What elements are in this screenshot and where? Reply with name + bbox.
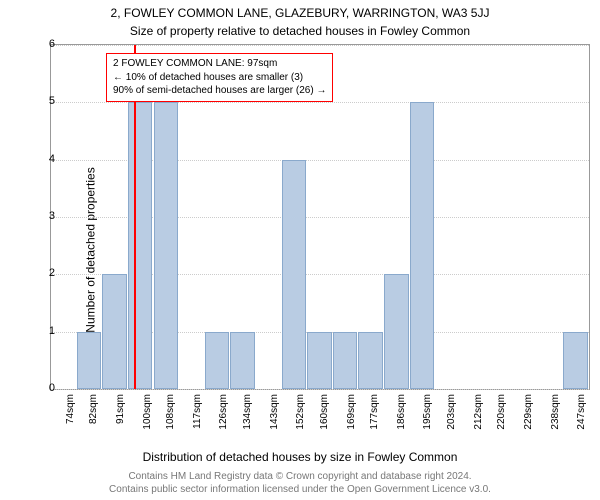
grid-line: [51, 45, 589, 46]
x-tick-label: 238sqm: [550, 394, 561, 430]
x-tick-label: 177sqm: [369, 394, 380, 430]
y-tick-label: 3: [49, 210, 55, 222]
x-tick-label: 117sqm: [192, 394, 203, 429]
histogram-bar: [307, 332, 332, 389]
x-tick-label: 186sqm: [396, 394, 407, 430]
histogram-bar: [102, 274, 127, 389]
histogram-bar: [410, 102, 435, 389]
x-tick-label: 82sqm: [88, 394, 99, 424]
footer-attribution: Contains HM Land Registry data © Crown c…: [0, 471, 600, 496]
page-title: 2, FOWLEY COMMON LANE, GLAZEBURY, WARRIN…: [0, 6, 600, 20]
y-tick-label: 2: [49, 267, 55, 279]
x-tick-label: 143sqm: [269, 394, 280, 430]
histogram-bar: [154, 102, 179, 389]
y-tick-label: 4: [49, 153, 55, 165]
histogram-bar: [563, 332, 588, 389]
x-tick-label: 108sqm: [165, 394, 176, 430]
y-tick-label: 0: [49, 382, 55, 394]
x-tick-label: 100sqm: [142, 394, 153, 430]
x-tick-label: 212sqm: [473, 394, 484, 430]
histogram-bar: [77, 332, 102, 389]
annotation-line: ← 10% of detached houses are smaller (3): [113, 71, 326, 85]
x-tick-label: 203sqm: [446, 394, 457, 430]
x-tick-label: 247sqm: [576, 394, 587, 430]
histogram-bar: [358, 332, 383, 389]
x-tick-label: 169sqm: [346, 394, 357, 430]
x-tick-label: 195sqm: [422, 394, 433, 430]
x-tick-label: 134sqm: [242, 394, 253, 430]
annotation-line: 90% of semi-detached houses are larger (…: [113, 84, 326, 98]
grid-line: [51, 389, 589, 390]
histogram-bar: [230, 332, 255, 389]
histogram-bar: [384, 274, 409, 389]
x-tick-label: 160sqm: [319, 394, 330, 430]
x-tick-label: 74sqm: [65, 394, 76, 424]
y-tick-label: 6: [49, 38, 55, 50]
page-subtitle: Size of property relative to detached ho…: [0, 24, 600, 38]
x-tick-label: 91sqm: [115, 394, 126, 424]
x-axis-label: Distribution of detached houses by size …: [0, 450, 600, 464]
x-tick-label: 152sqm: [295, 394, 306, 430]
footer-line-2: Contains public sector information licen…: [0, 484, 600, 497]
annotation-box: 2 FOWLEY COMMON LANE: 97sqm← 10% of deta…: [106, 53, 333, 102]
footer-line-1: Contains HM Land Registry data © Crown c…: [0, 471, 600, 484]
histogram-bar: [205, 332, 230, 389]
chart-plot-area: 2 FOWLEY COMMON LANE: 97sqm← 10% of deta…: [50, 44, 590, 390]
annotation-line: 2 FOWLEY COMMON LANE: 97sqm: [113, 57, 326, 71]
y-tick-label: 5: [49, 95, 55, 107]
y-tick-label: 1: [49, 325, 55, 337]
histogram-bar: [282, 160, 307, 389]
x-tick-label: 220sqm: [496, 394, 507, 430]
histogram-bar: [128, 102, 153, 389]
x-tick-label: 126sqm: [218, 394, 229, 430]
x-tick-label: 229sqm: [523, 394, 534, 430]
histogram-bar: [333, 332, 358, 389]
